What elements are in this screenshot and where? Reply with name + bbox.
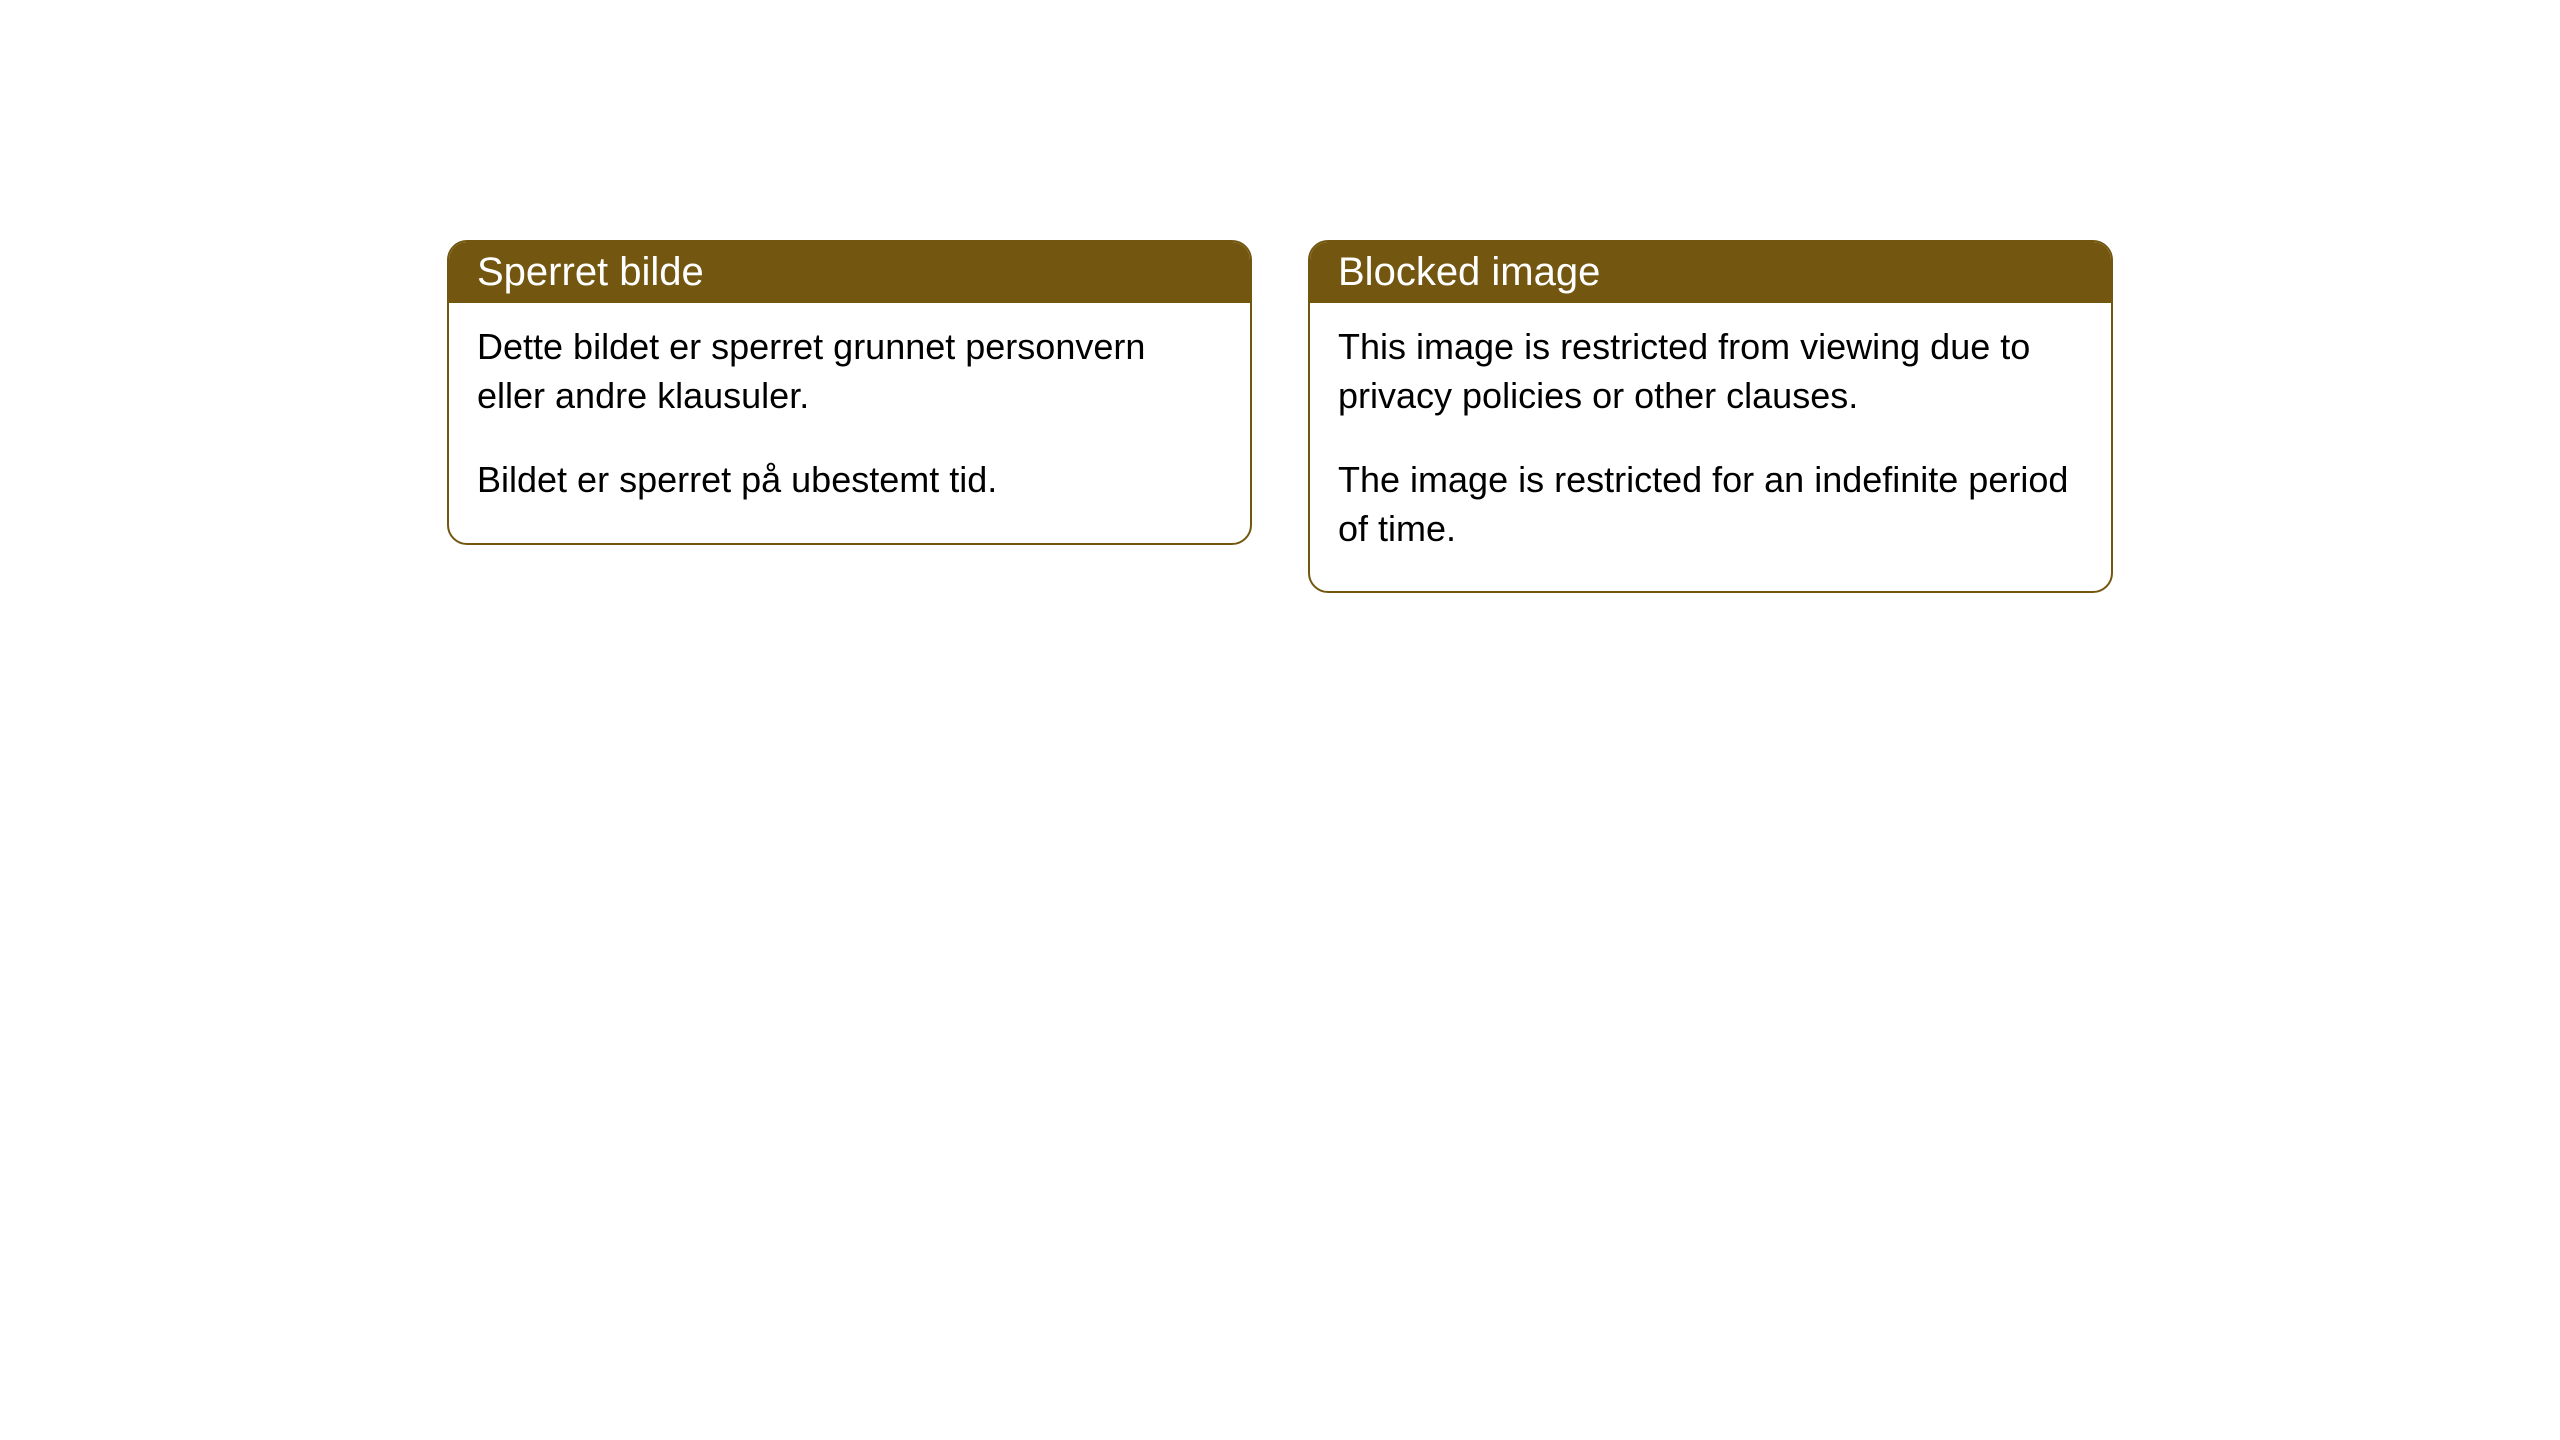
card-paragraph: This image is restricted from viewing du… <box>1338 323 2083 420</box>
notice-card-norwegian: Sperret bilde Dette bildet er sperret gr… <box>447 240 1252 545</box>
notice-card-english: Blocked image This image is restricted f… <box>1308 240 2113 593</box>
card-header: Blocked image <box>1310 242 2111 303</box>
card-title: Blocked image <box>1338 250 1600 294</box>
card-paragraph: The image is restricted for an indefinit… <box>1338 456 2083 553</box>
card-title: Sperret bilde <box>477 250 704 294</box>
card-body: This image is restricted from viewing du… <box>1310 303 2111 591</box>
card-paragraph: Dette bildet er sperret grunnet personve… <box>477 323 1222 420</box>
card-paragraph: Bildet er sperret på ubestemt tid. <box>477 456 1222 505</box>
card-header: Sperret bilde <box>449 242 1250 303</box>
card-body: Dette bildet er sperret grunnet personve… <box>449 303 1250 543</box>
